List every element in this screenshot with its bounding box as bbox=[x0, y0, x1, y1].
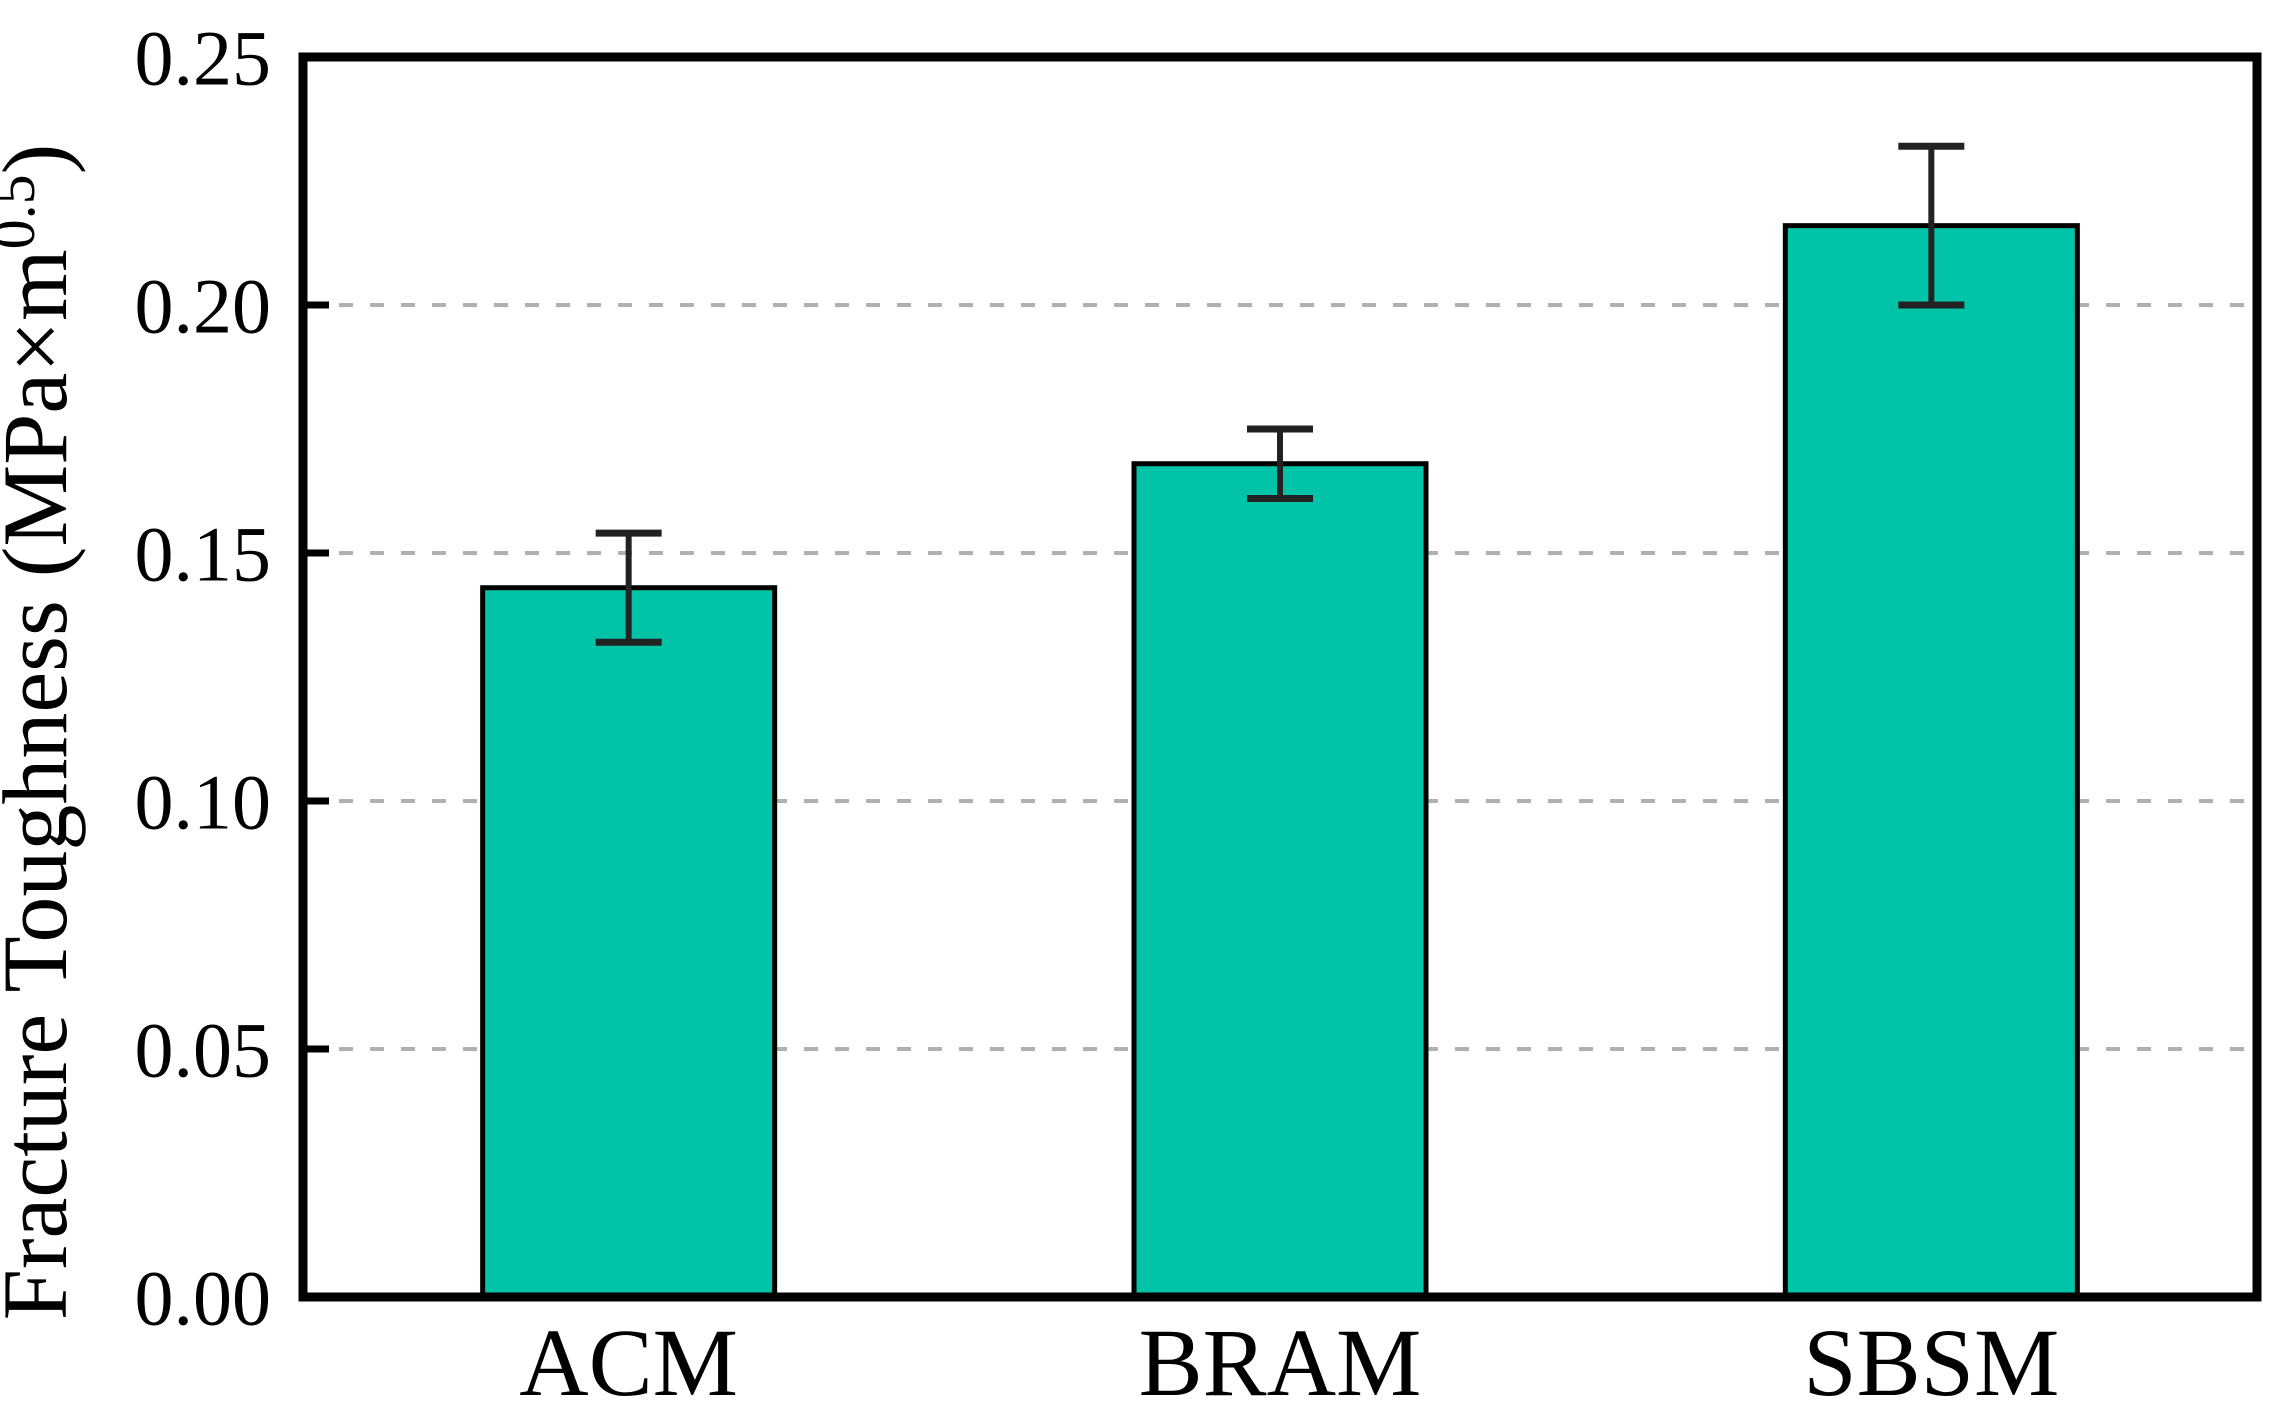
x-category-label: ACM bbox=[519, 1309, 738, 1416]
y-tick-label: 0.10 bbox=[135, 758, 272, 845]
y-tick-label: 0.20 bbox=[135, 262, 272, 349]
y-axis-title: Fracture Toughness (MPa×m0.5) bbox=[0, 144, 86, 1321]
bars-layer bbox=[480, 223, 2080, 1300]
y-tick-label: 0.25 bbox=[135, 14, 272, 101]
x-category-label: SBSM bbox=[1803, 1309, 2059, 1416]
axes-layer bbox=[298, 52, 2262, 1302]
x-category-label: BRAM bbox=[1139, 1309, 1422, 1416]
bar bbox=[480, 585, 778, 1300]
error-bars-layer bbox=[595, 142, 1965, 646]
labels-layer: 0.00 0.05 0.10 0.15 0.20 0.25 ACM BRAM SBSM Fract… bbox=[0, 14, 2059, 1416]
bar bbox=[1131, 461, 1429, 1300]
y-tick-label: 0.15 bbox=[135, 510, 272, 597]
bar bbox=[1782, 223, 2080, 1300]
axis-frame bbox=[298, 52, 2262, 1302]
y-tick-label: 0.00 bbox=[135, 1254, 272, 1341]
y-tick-label: 0.05 bbox=[135, 1006, 272, 1093]
